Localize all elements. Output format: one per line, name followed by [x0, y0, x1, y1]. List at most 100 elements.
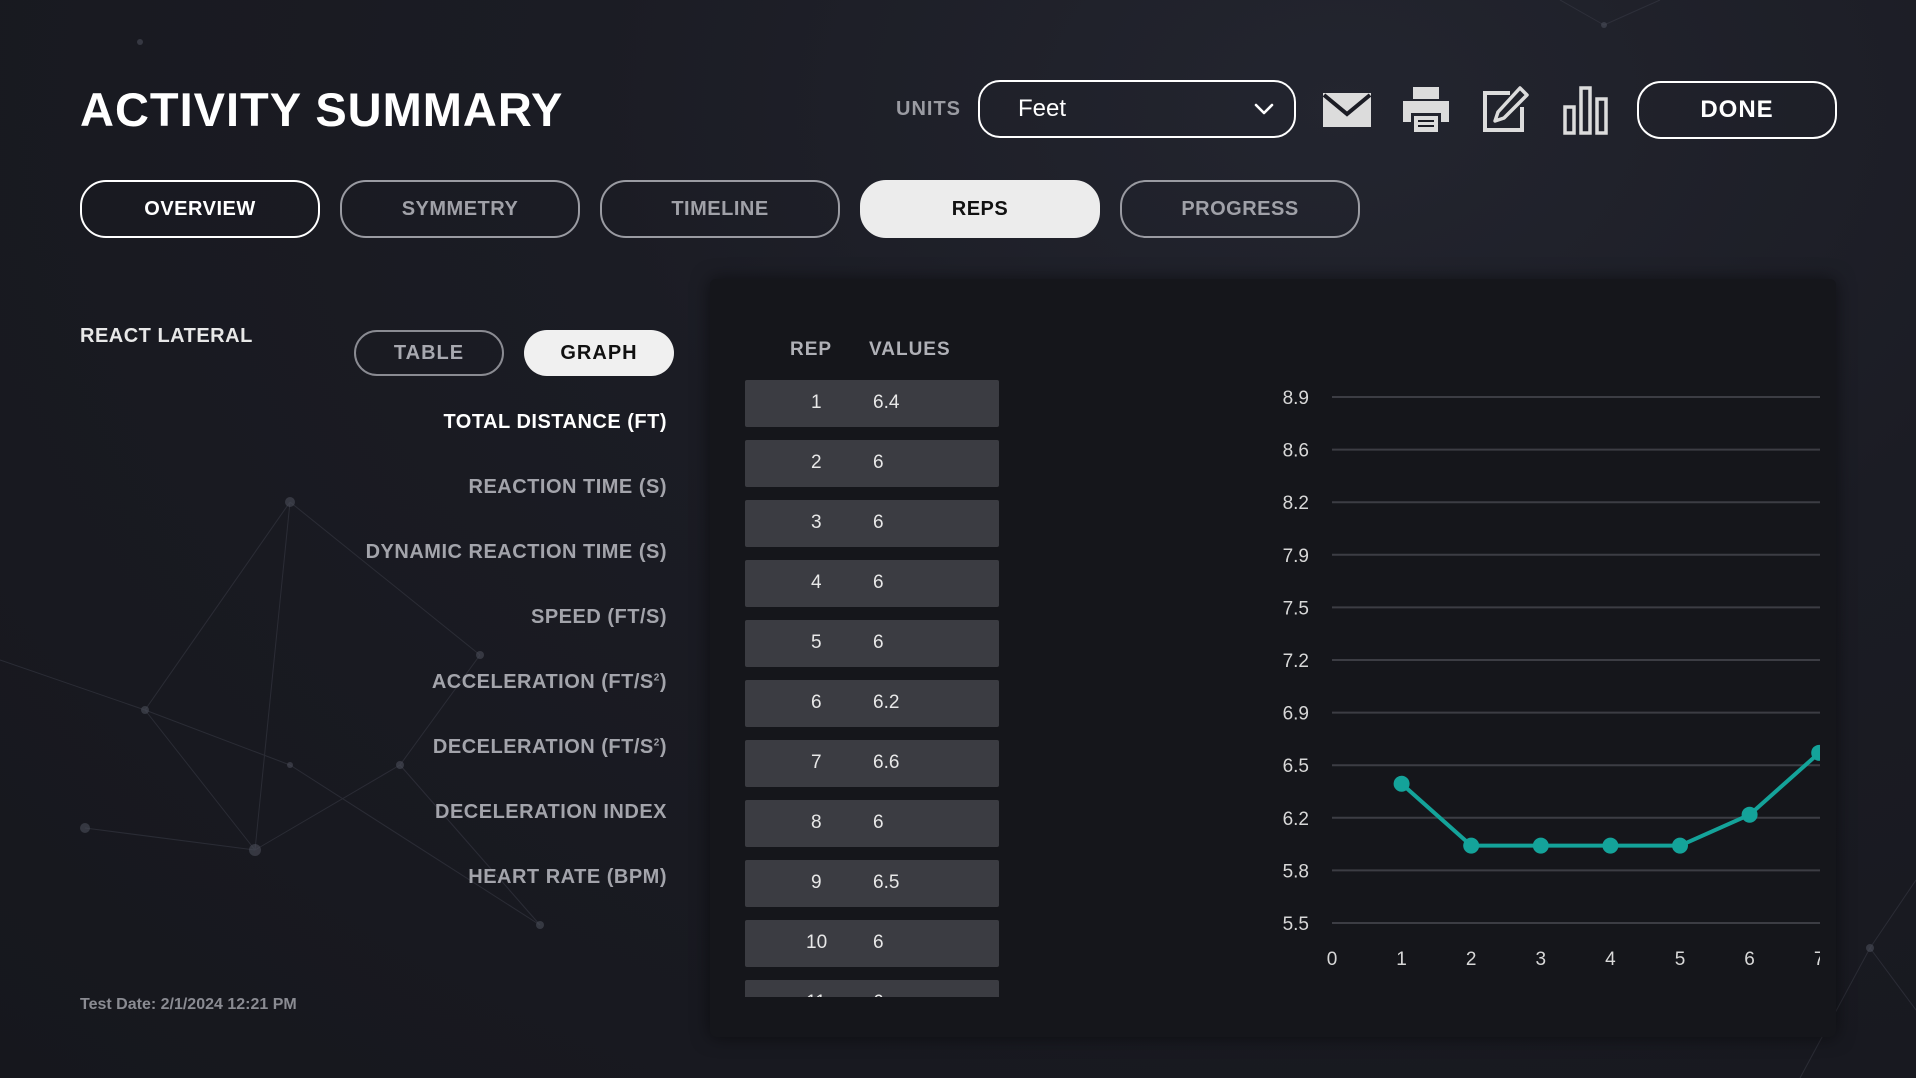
rep-value: 6 — [873, 632, 884, 653]
metric-total-distance[interactable]: TOTAL DISTANCE (FT) — [443, 411, 667, 433]
tab-reps[interactable]: REPS — [860, 180, 1100, 238]
y-tick-label: 5.8 — [1283, 861, 1309, 882]
reps-line-chart: 5.5 5.8 6.2 6.5 6.9 7.2 7.5 7.9 8.2 8.6 8.9 0 1 2 3 4 5 6… — [1283, 388, 1820, 969]
results-panel: REP VALUES 1 6.4 2 6 3 6 4 6 5 6 6 6.2 7 6.6 8 6 9 6.5 10 6… — [710, 279, 1836, 1037]
units-label: UNITS — [896, 98, 961, 120]
y-tick-label: 7.9 — [1283, 546, 1309, 567]
metric-speed[interactable]: SPEED (FT/S) — [530, 606, 667, 628]
x-tick-label: 4 — [1605, 949, 1616, 969]
rep-number: 10 — [806, 932, 828, 953]
data-point — [1393, 775, 1410, 792]
metric-deceleration[interactable]: DECELERATION (FT/S2) — [433, 736, 667, 759]
rep-value: 6 — [873, 572, 884, 593]
tab-symmetry[interactable]: SYMMETRY — [340, 180, 580, 238]
y-tick-label: 7.5 — [1283, 598, 1309, 619]
y-tick-label: 5.5 — [1283, 914, 1309, 935]
rep-number: 1 — [811, 392, 822, 413]
metric-acceleration-suffix: ) — [659, 671, 667, 693]
data-point — [1741, 806, 1758, 823]
edit-icon — [1483, 86, 1529, 132]
rep-number: 8 — [811, 812, 822, 833]
envelope-icon — [1322, 93, 1372, 127]
rep-number: 7 — [811, 752, 822, 773]
data-point — [1602, 837, 1619, 854]
rep-value: 6.2 — [873, 692, 900, 713]
metric-reaction-time[interactable]: REACTION TIME (S) — [468, 476, 667, 498]
rep-number: 2 — [811, 452, 822, 473]
rep-number: 9 — [811, 872, 822, 893]
x-tick-label: 6 — [1744, 949, 1755, 969]
metric-deceleration-label: DECELERATION (FT/S — [432, 736, 654, 758]
rep-value: 6 — [873, 812, 884, 833]
y-tick-label: 7.2 — [1283, 651, 1309, 672]
table-view-button[interactable]: TABLE — [354, 330, 504, 376]
chevron-down-icon — [1254, 103, 1274, 115]
metric-acceleration[interactable]: ACCELERATION (FT/S2) — [432, 671, 667, 694]
rep-column-header: REP — [790, 339, 833, 360]
rep-number: 6 — [811, 692, 822, 713]
x-tick-label: 1 — [1396, 949, 1407, 969]
units-value: Feet — [1018, 95, 1067, 122]
bar-chart-icon — [1563, 86, 1608, 135]
y-tick-label: 8.2 — [1283, 493, 1309, 514]
data-point — [1672, 837, 1688, 854]
metric-heart-rate[interactable]: HEART RATE (BPM) — [468, 866, 667, 888]
x-tick-label: 0 — [1327, 949, 1338, 969]
y-tick-label: 8.9 — [1283, 388, 1309, 409]
metric-acceleration-exponent: 2 — [653, 672, 660, 684]
table-row: 11 6 — [745, 980, 999, 997]
x-tick-label: 7 — [1814, 949, 1820, 969]
page-title: ACTIVITY SUMMARY — [80, 83, 564, 136]
test-date: Test Date: 2/1/2024 12:21 PM — [80, 996, 297, 1013]
activity-name: REACT LATERAL — [80, 325, 253, 347]
rep-value: 6.6 — [873, 752, 900, 773]
metric-acceleration-label: ACCELERATION (FT/S — [431, 671, 654, 693]
y-tick-label: 8.6 — [1283, 441, 1309, 462]
print-button[interactable] — [1400, 84, 1452, 136]
series-line — [1400, 750, 1820, 848]
rep-value: 6 — [873, 452, 884, 473]
table-row: 9 6.5 — [745, 860, 999, 907]
x-tick-label: 2 — [1466, 949, 1477, 969]
metric-deceleration-exponent: 2 — [653, 737, 660, 749]
tab-bar: OVERVIEW SYMMETRY TIMELINE REPS PROGRESS — [80, 180, 1360, 238]
stats-button[interactable] — [1560, 84, 1612, 136]
metric-deceleration-suffix: ) — [659, 736, 667, 758]
tab-overview[interactable]: OVERVIEW — [80, 180, 320, 238]
graph-view-button[interactable]: GRAPH — [524, 330, 674, 376]
rep-value: 6 — [873, 932, 884, 953]
metric-deceleration-index[interactable]: DECELERATION INDEX — [435, 801, 667, 823]
edit-button[interactable] — [1479, 84, 1531, 136]
units-dropdown[interactable]: Feet — [978, 80, 1296, 138]
email-button[interactable] — [1321, 84, 1373, 136]
data-point — [1532, 837, 1549, 854]
x-tick-label: 5 — [1675, 949, 1686, 969]
metric-dynamic-reaction-time[interactable]: DYNAMIC REACTION TIME (S) — [365, 541, 667, 563]
data-point — [1811, 744, 1820, 761]
y-tick-label: 6.2 — [1283, 809, 1309, 830]
table-row: 6 6.2 — [745, 680, 999, 727]
printer-icon — [1403, 87, 1449, 132]
y-tick-label: 6.9 — [1283, 704, 1309, 725]
table-row: 7 6.6 — [745, 740, 999, 787]
rep-value: 6 — [873, 512, 884, 533]
table-row: 1 6.4 — [745, 380, 999, 427]
table-row: 10 6 — [745, 920, 999, 967]
tab-timeline[interactable]: TIMELINE — [600, 180, 840, 238]
rep-value: 6.5 — [873, 872, 900, 893]
rep-number: 3 — [811, 512, 822, 533]
data-point — [1463, 837, 1480, 854]
done-button[interactable]: DONE — [1637, 81, 1837, 139]
rep-number: 4 — [811, 572, 822, 593]
rep-number: 5 — [811, 632, 822, 653]
y-tick-label: 6.5 — [1283, 756, 1309, 777]
values-column-header: VALUES — [869, 339, 951, 360]
tab-progress[interactable]: PROGRESS — [1120, 180, 1360, 238]
x-tick-label: 3 — [1536, 949, 1547, 969]
